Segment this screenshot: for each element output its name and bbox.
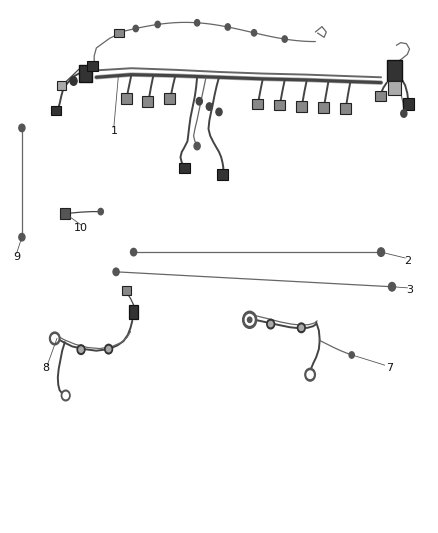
Text: 3: 3: [406, 286, 413, 295]
Bar: [216, 169, 228, 180]
Bar: [142, 96, 153, 107]
Circle shape: [77, 345, 85, 354]
Circle shape: [61, 390, 70, 401]
Bar: [51, 106, 61, 115]
Circle shape: [297, 323, 305, 333]
Circle shape: [19, 124, 25, 132]
Circle shape: [113, 268, 119, 276]
Circle shape: [307, 371, 313, 378]
Circle shape: [349, 352, 354, 358]
Bar: [122, 286, 131, 295]
Circle shape: [155, 21, 160, 28]
Circle shape: [251, 30, 257, 36]
Text: 1: 1: [110, 126, 117, 135]
Circle shape: [98, 208, 103, 215]
Bar: [296, 101, 307, 112]
Bar: [120, 93, 131, 104]
Circle shape: [63, 392, 68, 399]
Bar: [129, 305, 138, 319]
Text: 7: 7: [386, 363, 393, 373]
Circle shape: [267, 319, 275, 329]
Circle shape: [245, 314, 254, 325]
Bar: [388, 82, 401, 95]
Bar: [274, 100, 285, 110]
Bar: [403, 98, 413, 110]
Circle shape: [247, 317, 252, 322]
Bar: [114, 29, 124, 37]
Circle shape: [49, 332, 60, 345]
Circle shape: [282, 36, 287, 42]
Bar: [252, 99, 263, 109]
Bar: [374, 91, 385, 101]
Bar: [57, 81, 66, 90]
Bar: [387, 60, 402, 81]
Bar: [164, 93, 175, 104]
Circle shape: [106, 346, 111, 352]
Circle shape: [133, 25, 138, 31]
Circle shape: [196, 98, 202, 105]
Circle shape: [131, 248, 137, 256]
Circle shape: [268, 321, 273, 327]
Circle shape: [401, 110, 407, 117]
Bar: [180, 163, 190, 173]
Circle shape: [194, 20, 200, 26]
Text: 8: 8: [42, 363, 49, 373]
Circle shape: [79, 347, 83, 352]
Text: 9: 9: [13, 252, 20, 262]
Circle shape: [70, 77, 77, 85]
Circle shape: [299, 325, 304, 330]
Text: 2: 2: [404, 256, 411, 266]
Circle shape: [216, 108, 222, 116]
Bar: [318, 102, 328, 113]
Circle shape: [225, 24, 230, 30]
Circle shape: [194, 142, 200, 150]
Circle shape: [378, 248, 385, 256]
Circle shape: [305, 368, 315, 381]
Circle shape: [105, 344, 113, 354]
Bar: [87, 61, 98, 71]
Bar: [79, 65, 92, 82]
Bar: [340, 103, 350, 114]
Text: 10: 10: [74, 223, 88, 233]
Circle shape: [206, 103, 212, 110]
Circle shape: [52, 335, 58, 342]
Circle shape: [389, 282, 396, 291]
Bar: [60, 208, 70, 219]
Circle shape: [243, 311, 257, 328]
Circle shape: [19, 233, 25, 241]
